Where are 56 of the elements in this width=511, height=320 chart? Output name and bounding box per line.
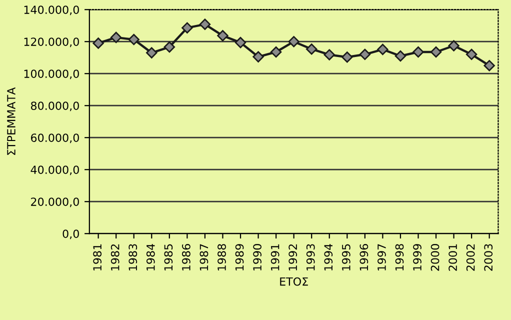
y-tick-label: 120.000,0 <box>24 38 79 48</box>
point <box>466 48 478 60</box>
x-tick-label: 2001 <box>448 244 458 271</box>
point <box>199 18 211 30</box>
point <box>412 46 424 58</box>
point <box>306 44 318 55</box>
point <box>342 52 353 63</box>
point <box>270 46 282 58</box>
point <box>484 60 495 72</box>
point <box>217 30 228 42</box>
point <box>324 49 335 60</box>
x-tick-label: 1994 <box>324 244 333 270</box>
x-tick-label: 1987 <box>200 244 208 270</box>
point <box>234 36 246 48</box>
x-tick-label: 2003 <box>484 244 493 271</box>
x-tick-label: 1997 <box>378 244 386 270</box>
y-tick-label: 140.000,0 <box>24 6 79 16</box>
point <box>92 38 104 49</box>
x-tick-label: 1990 <box>253 244 262 270</box>
y-axis-title: ΣΤΡΕΜΜΑΤΑ <box>7 87 16 155</box>
point <box>288 36 300 48</box>
y-tick-label: 60.000,0 <box>31 134 79 144</box>
x-tick-label: 1986 <box>182 244 190 270</box>
x-tick-label: 1989 <box>235 244 244 270</box>
point <box>182 22 193 34</box>
point <box>146 47 158 58</box>
x-tick-label: 1995 <box>342 244 350 270</box>
y-tick-label: 40.000,0 <box>30 166 79 176</box>
x-tick-label: 1998 <box>395 244 404 270</box>
point <box>377 44 388 56</box>
y-tick-label: 100.000,0 <box>24 70 79 80</box>
x-tick-label: 1988 <box>218 244 226 270</box>
point <box>164 41 176 53</box>
x-tick-label: 1985 <box>164 244 173 270</box>
x-tick-label: 2000 <box>430 244 440 271</box>
x-tick-label: 1991 <box>270 244 280 270</box>
point <box>252 51 264 62</box>
point <box>394 50 406 62</box>
x-tick-label: 1983 <box>128 244 138 270</box>
point <box>359 48 371 60</box>
point <box>128 34 140 46</box>
point <box>110 32 122 44</box>
y-tick-label: 80.000,0 <box>30 102 79 112</box>
x-tick-label: 1996 <box>360 244 368 270</box>
x-tick-label: 1992 <box>288 244 298 270</box>
x-tick-label: 1982 <box>110 244 120 270</box>
y-tick-label: 0,0 <box>62 230 79 240</box>
x-tick-label: 2002 <box>466 244 475 271</box>
x-tick-label: 1981 <box>93 244 102 270</box>
point <box>430 46 442 58</box>
x-tick-label: 1999 <box>413 244 422 270</box>
x-axis-title: ΕΤΟΣ <box>280 277 308 286</box>
x-tick-label: 1984 <box>146 244 155 270</box>
x-tick-label: 1993 <box>306 244 315 270</box>
point <box>448 40 460 52</box>
y-tick-label: 20.000,0 <box>31 198 79 208</box>
